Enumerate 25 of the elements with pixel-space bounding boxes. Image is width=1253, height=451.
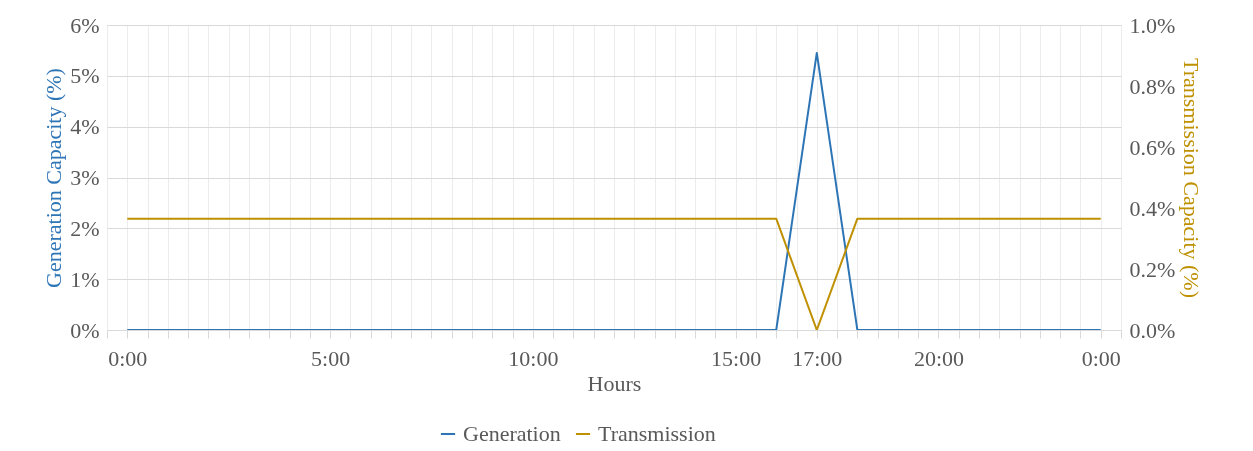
y2-axis-title: Transmission Capacity (%) xyxy=(1179,58,1205,298)
x-tick-label: 17:00 xyxy=(792,345,843,371)
x-tick-label: 0:00 xyxy=(108,345,148,371)
y-tick-label: 3% xyxy=(70,165,100,190)
legend-label: Transmission xyxy=(598,421,716,446)
y2-tick-label: 0.6% xyxy=(1129,134,1176,160)
y-tick-label: 5% xyxy=(70,63,100,89)
y-tick-label: 0% xyxy=(70,317,100,343)
y-tick-label: 2% xyxy=(70,215,100,241)
y2-tick-label: 0.2% xyxy=(1129,256,1176,282)
y2-tick-label: 0.0% xyxy=(1129,317,1176,343)
x-tick-label: 20:00 xyxy=(913,345,965,371)
x-axis-title: Hours xyxy=(587,370,642,396)
y2-tick-label: 0.4% xyxy=(1129,195,1176,221)
y2-tick-label: 0.8% xyxy=(1129,73,1176,99)
x-tick-label: 15:00 xyxy=(711,345,762,371)
y-tick-label: 1% xyxy=(70,266,100,292)
y2-tick-label: 1.0% xyxy=(1129,12,1176,38)
x-tick-label: 10:00 xyxy=(508,345,559,371)
legend-label: Generation xyxy=(463,421,561,446)
x-tick-label: 0:00 xyxy=(1081,345,1121,371)
y-tick-label: 4% xyxy=(70,114,100,140)
x-tick-label: 5:00 xyxy=(311,345,351,371)
y-axis-title: Generation Capacity (%) xyxy=(41,68,67,288)
y-tick-label: 6% xyxy=(70,12,100,38)
